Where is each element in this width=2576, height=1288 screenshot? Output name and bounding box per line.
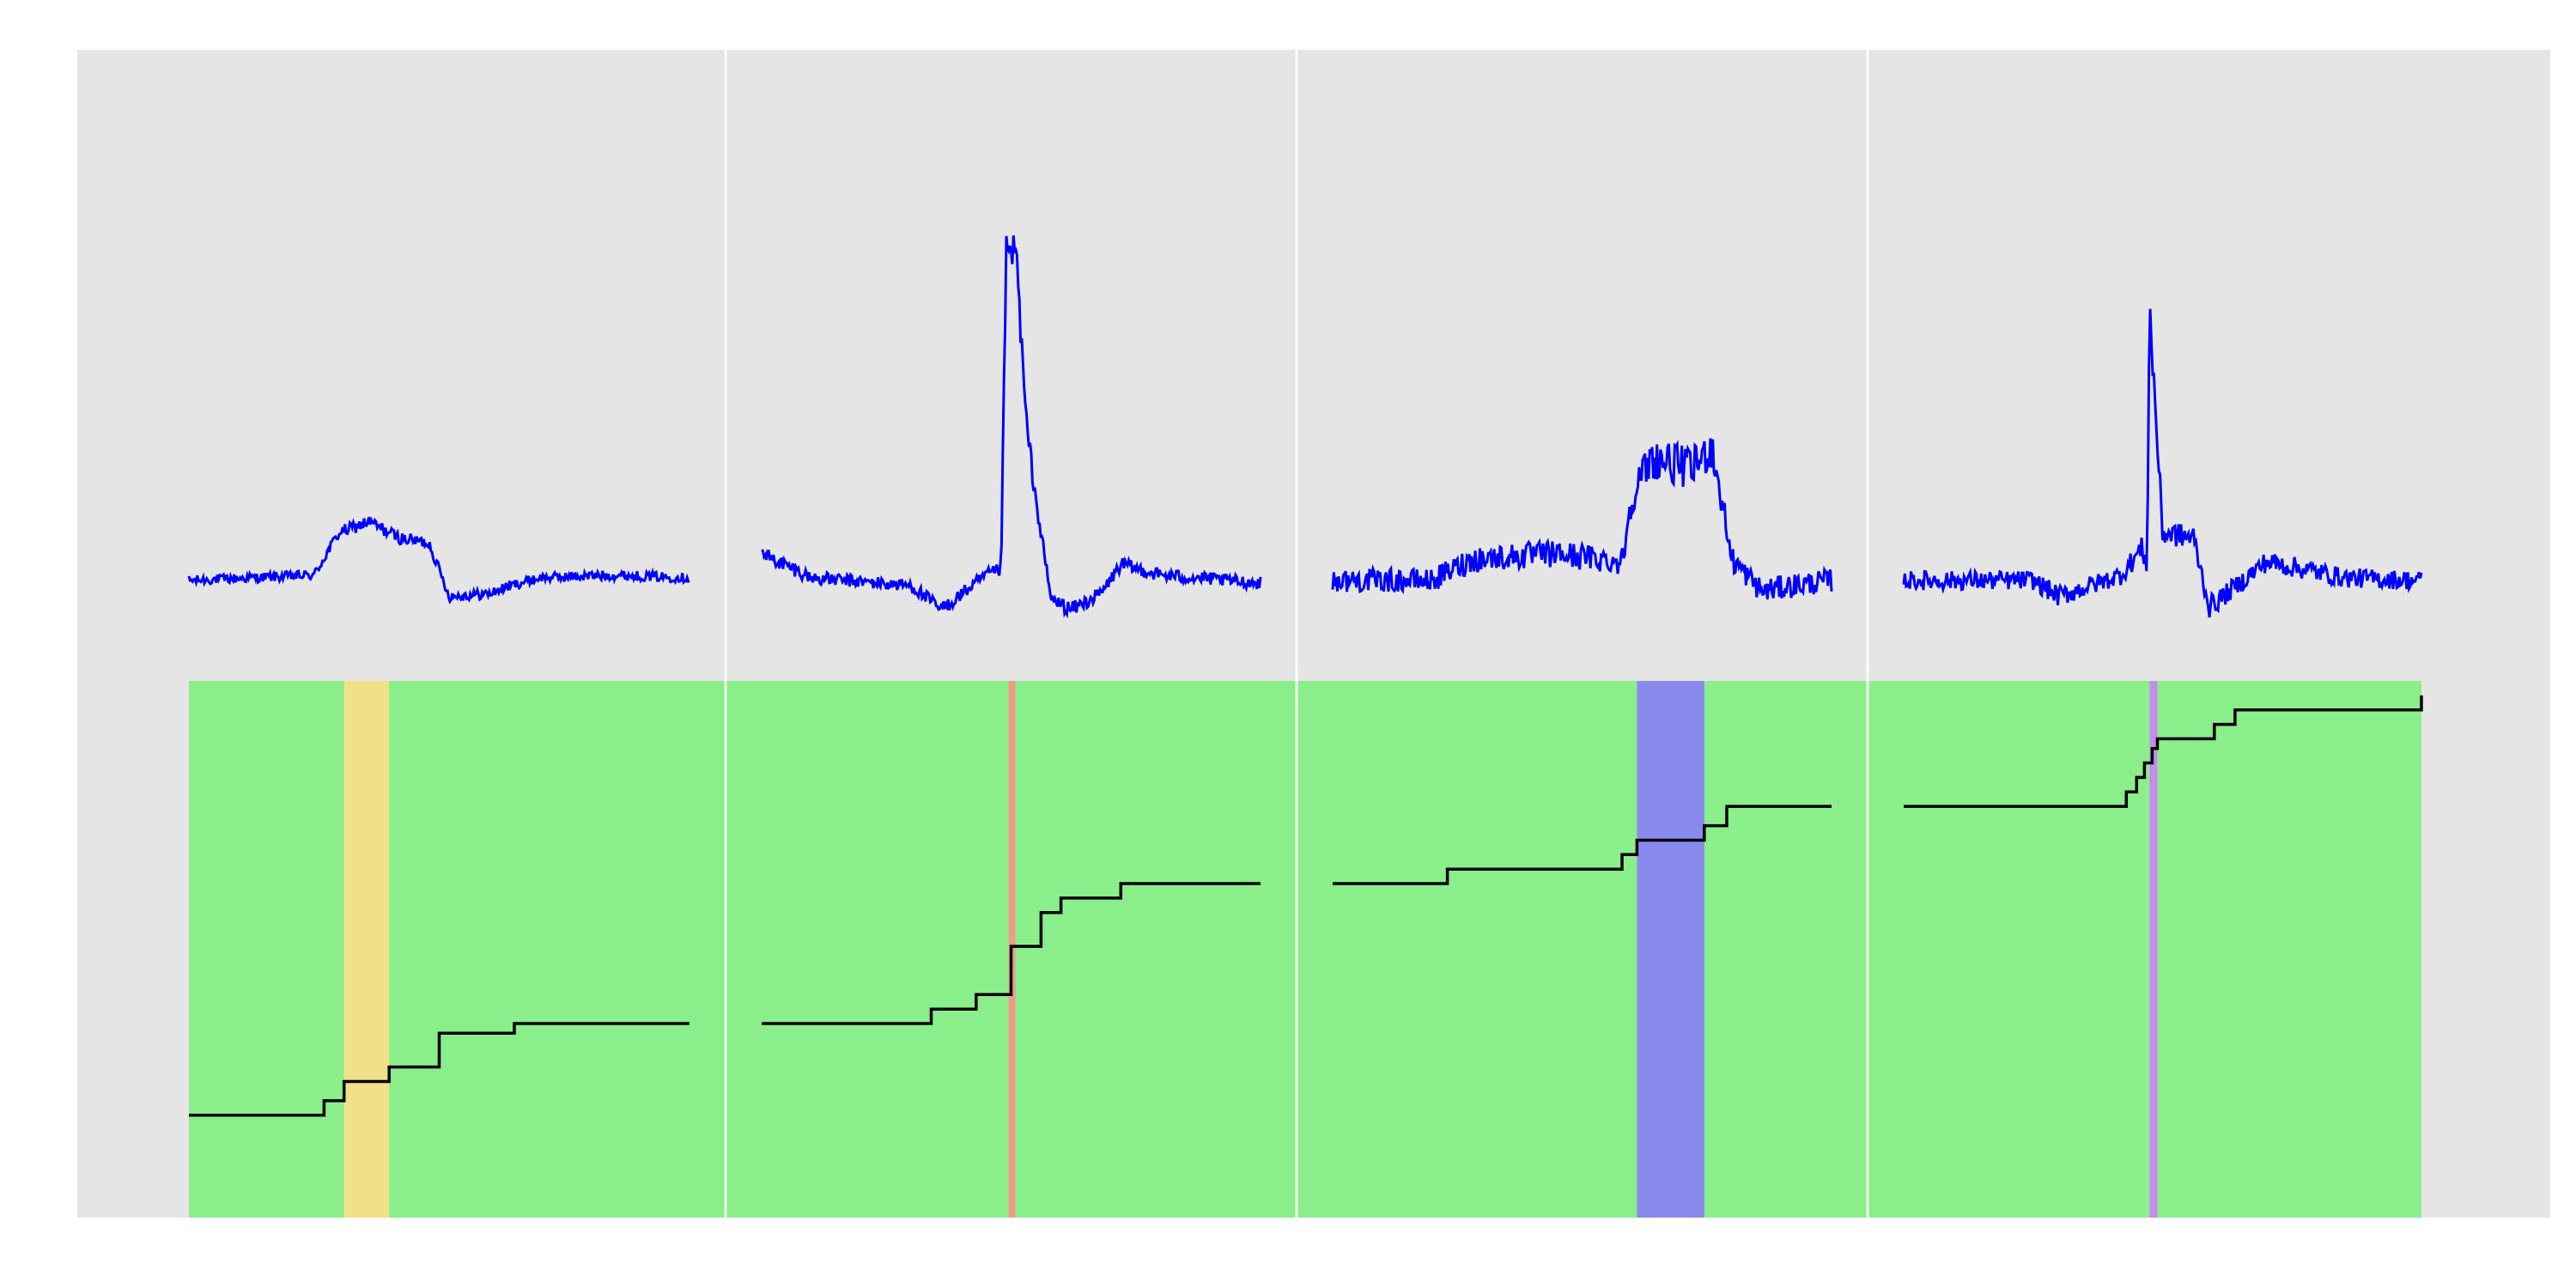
step-line-panel-1 [189, 1022, 690, 1117]
highlight-band-panel-4 [2149, 681, 2158, 1218]
step-line-panel-2 [762, 882, 1261, 1025]
highlight-band-panel-1 [343, 681, 390, 1218]
step-line-panel-4 [1904, 695, 2423, 808]
signal-line-panel-3 [1331, 438, 1833, 600]
signal-line-panel-4 [1902, 308, 2423, 618]
series-layer [187, 235, 2423, 1117]
signal-line-panel-2 [761, 235, 1262, 619]
band-layer [189, 681, 2421, 1218]
highlight-band-panel-3 [1637, 681, 1704, 1218]
band-base-panel-1 [189, 681, 726, 1218]
band-base-panel-3 [1297, 681, 1868, 1218]
grid-layer [724, 50, 1869, 1218]
signal-line-panel-1 [187, 515, 690, 605]
step-line-panel-3 [1333, 805, 1832, 885]
